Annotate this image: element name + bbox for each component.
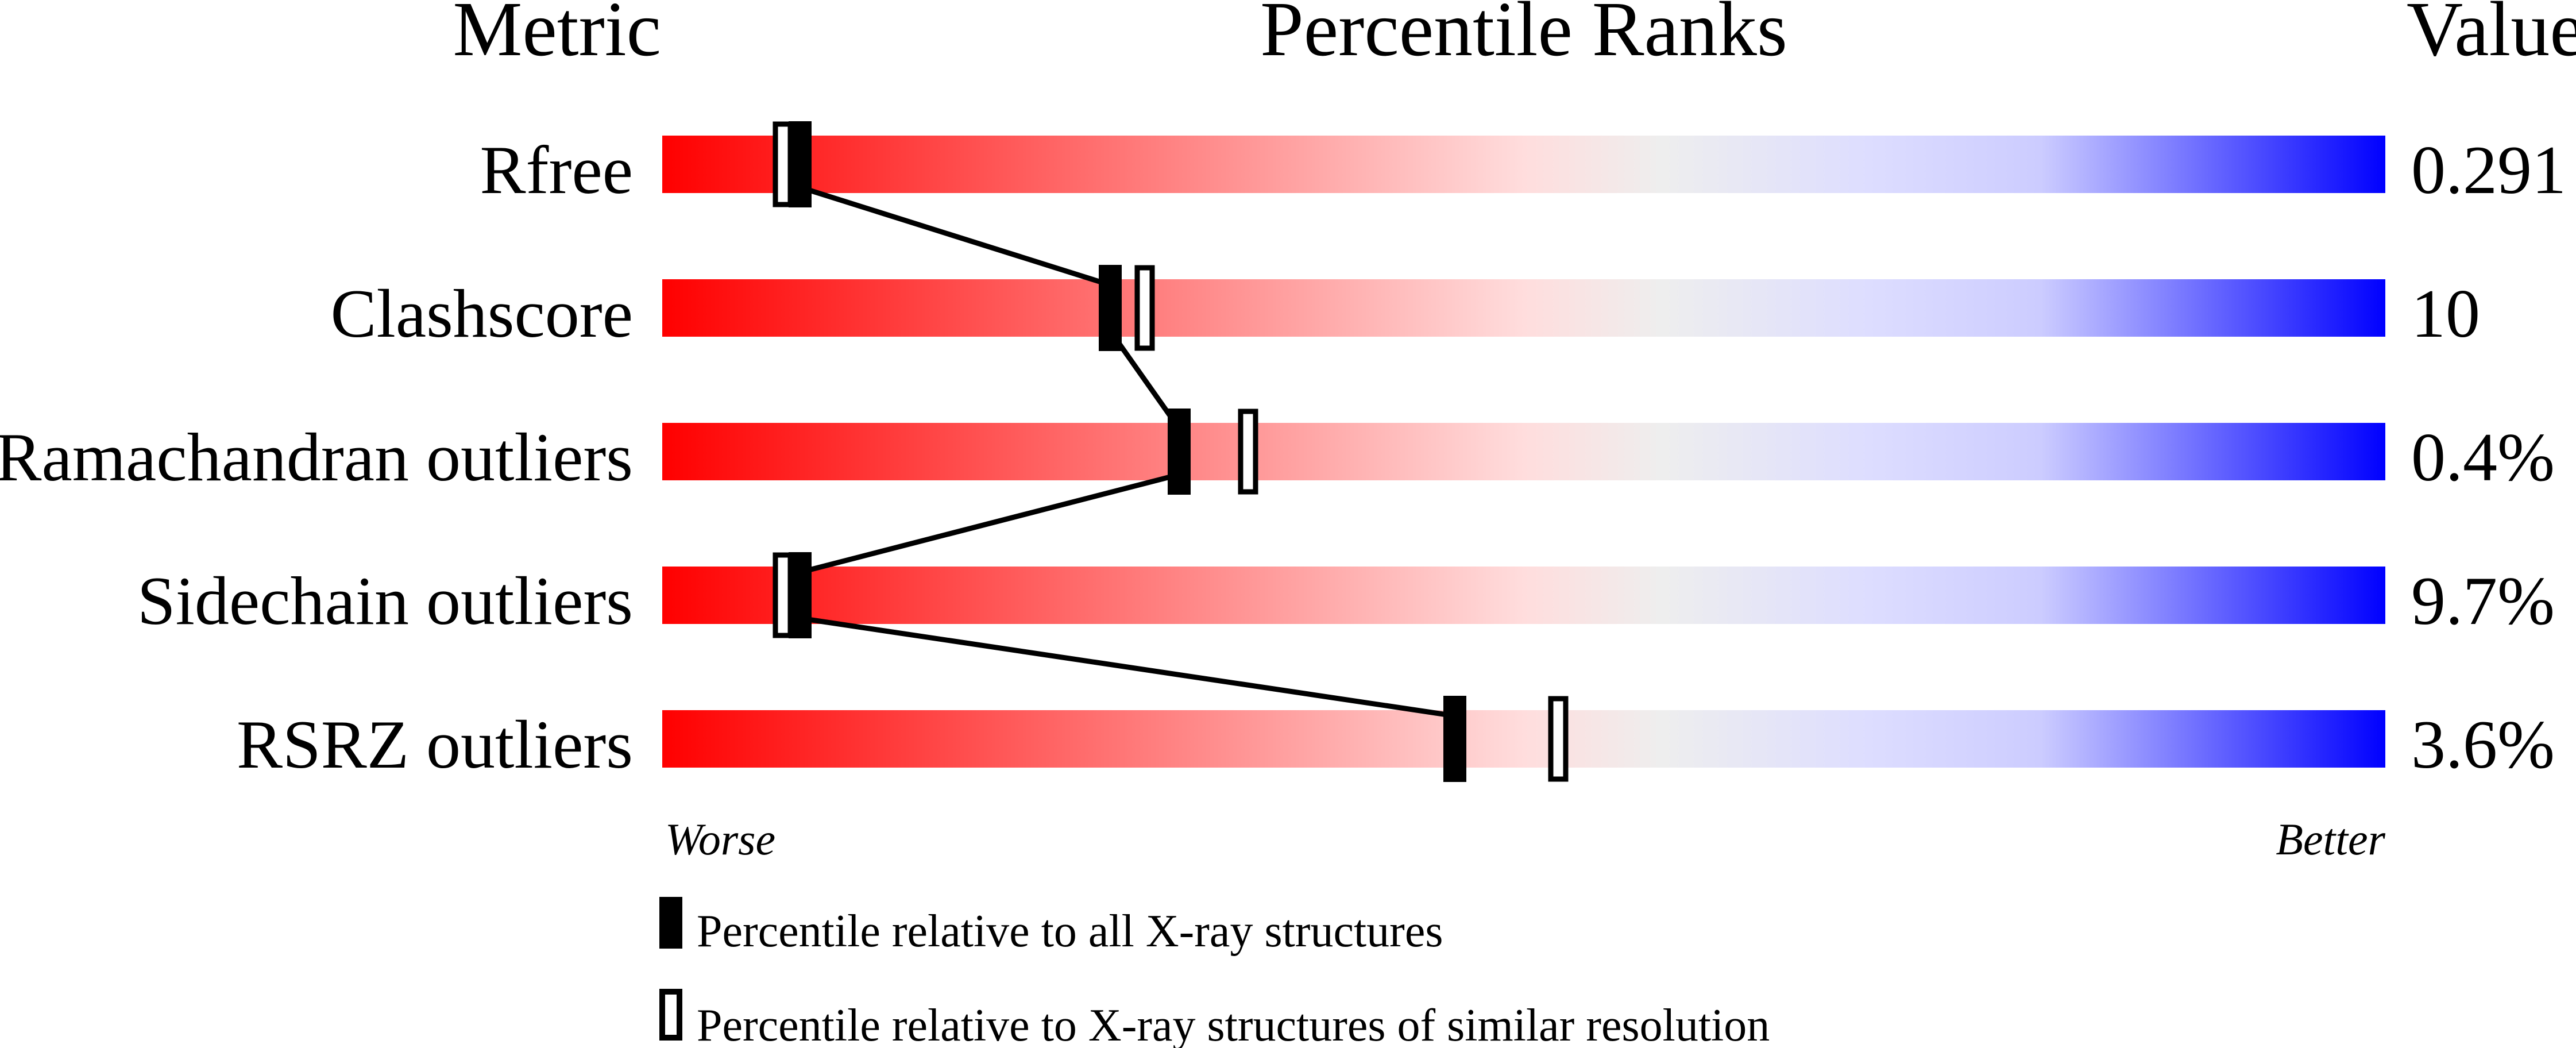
metric-row: RSRZ outliers 3.6% bbox=[237, 706, 2555, 783]
axis-label-worse: Worse bbox=[665, 814, 775, 864]
similar-resolution-marker bbox=[773, 552, 793, 638]
metric-label: Rfree bbox=[480, 132, 633, 208]
metric-value: 3.6% bbox=[2411, 706, 2555, 783]
legend-hollow-label: Percentile relative to X-ray structures … bbox=[697, 1000, 1770, 1048]
similar-resolution-marker bbox=[1548, 696, 1569, 782]
metric-value: 0.4% bbox=[2411, 419, 2555, 495]
connector-line bbox=[800, 615, 1455, 719]
metric-row: Ramachandran outliers 0.4% bbox=[0, 419, 2555, 495]
connector-line bbox=[799, 472, 1180, 575]
connector-line bbox=[799, 184, 1111, 288]
markers bbox=[773, 121, 1569, 782]
similar-resolution-marker bbox=[773, 121, 793, 207]
metric-label: Ramachandran outliers bbox=[0, 419, 633, 495]
metric-row: Rfree 0.291 bbox=[480, 132, 2566, 208]
all-structures-marker bbox=[1168, 409, 1191, 495]
all-structures-marker bbox=[789, 552, 812, 638]
metric-row: Sidechain outliers 9.7% bbox=[137, 562, 2555, 639]
metric-value: 9.7% bbox=[2411, 562, 2555, 639]
metric-label: Sidechain outliers bbox=[137, 562, 633, 639]
axis-label-better: Better bbox=[2276, 814, 2385, 864]
metric-value: 0.291 bbox=[2411, 132, 2566, 208]
legend-filled-label: Percentile relative to all X-ray structu… bbox=[697, 906, 1443, 957]
legend-filled-marker-icon bbox=[659, 897, 682, 949]
header-value: Value bbox=[2407, 0, 2576, 72]
similar-resolution-marker bbox=[1134, 265, 1155, 351]
header-metric: Metric bbox=[453, 0, 661, 72]
metric-label: Clashscore bbox=[330, 275, 633, 352]
metric-value: 10 bbox=[2411, 275, 2480, 352]
percentile-bar bbox=[662, 136, 2385, 193]
percentile-bar bbox=[662, 567, 2385, 624]
percentile-bar bbox=[662, 710, 2385, 768]
rows: Rfree 0.291 Clashscore 10 Ramachandran outli… bbox=[0, 132, 2566, 783]
all-structures-marker bbox=[1099, 265, 1122, 351]
metric-row: Clashscore 10 bbox=[330, 275, 2480, 352]
header-percentile-ranks: Percentile Ranks bbox=[1260, 0, 1787, 72]
all-structures-marker bbox=[1443, 696, 1466, 782]
percentile-bar bbox=[662, 423, 2385, 480]
all-structures-marker bbox=[789, 121, 812, 207]
metric-label: RSRZ outliers bbox=[237, 706, 633, 783]
similar-resolution-marker bbox=[1238, 409, 1258, 495]
legend-hollow-marker-icon bbox=[659, 989, 682, 1041]
percentile-bar bbox=[662, 279, 2385, 337]
